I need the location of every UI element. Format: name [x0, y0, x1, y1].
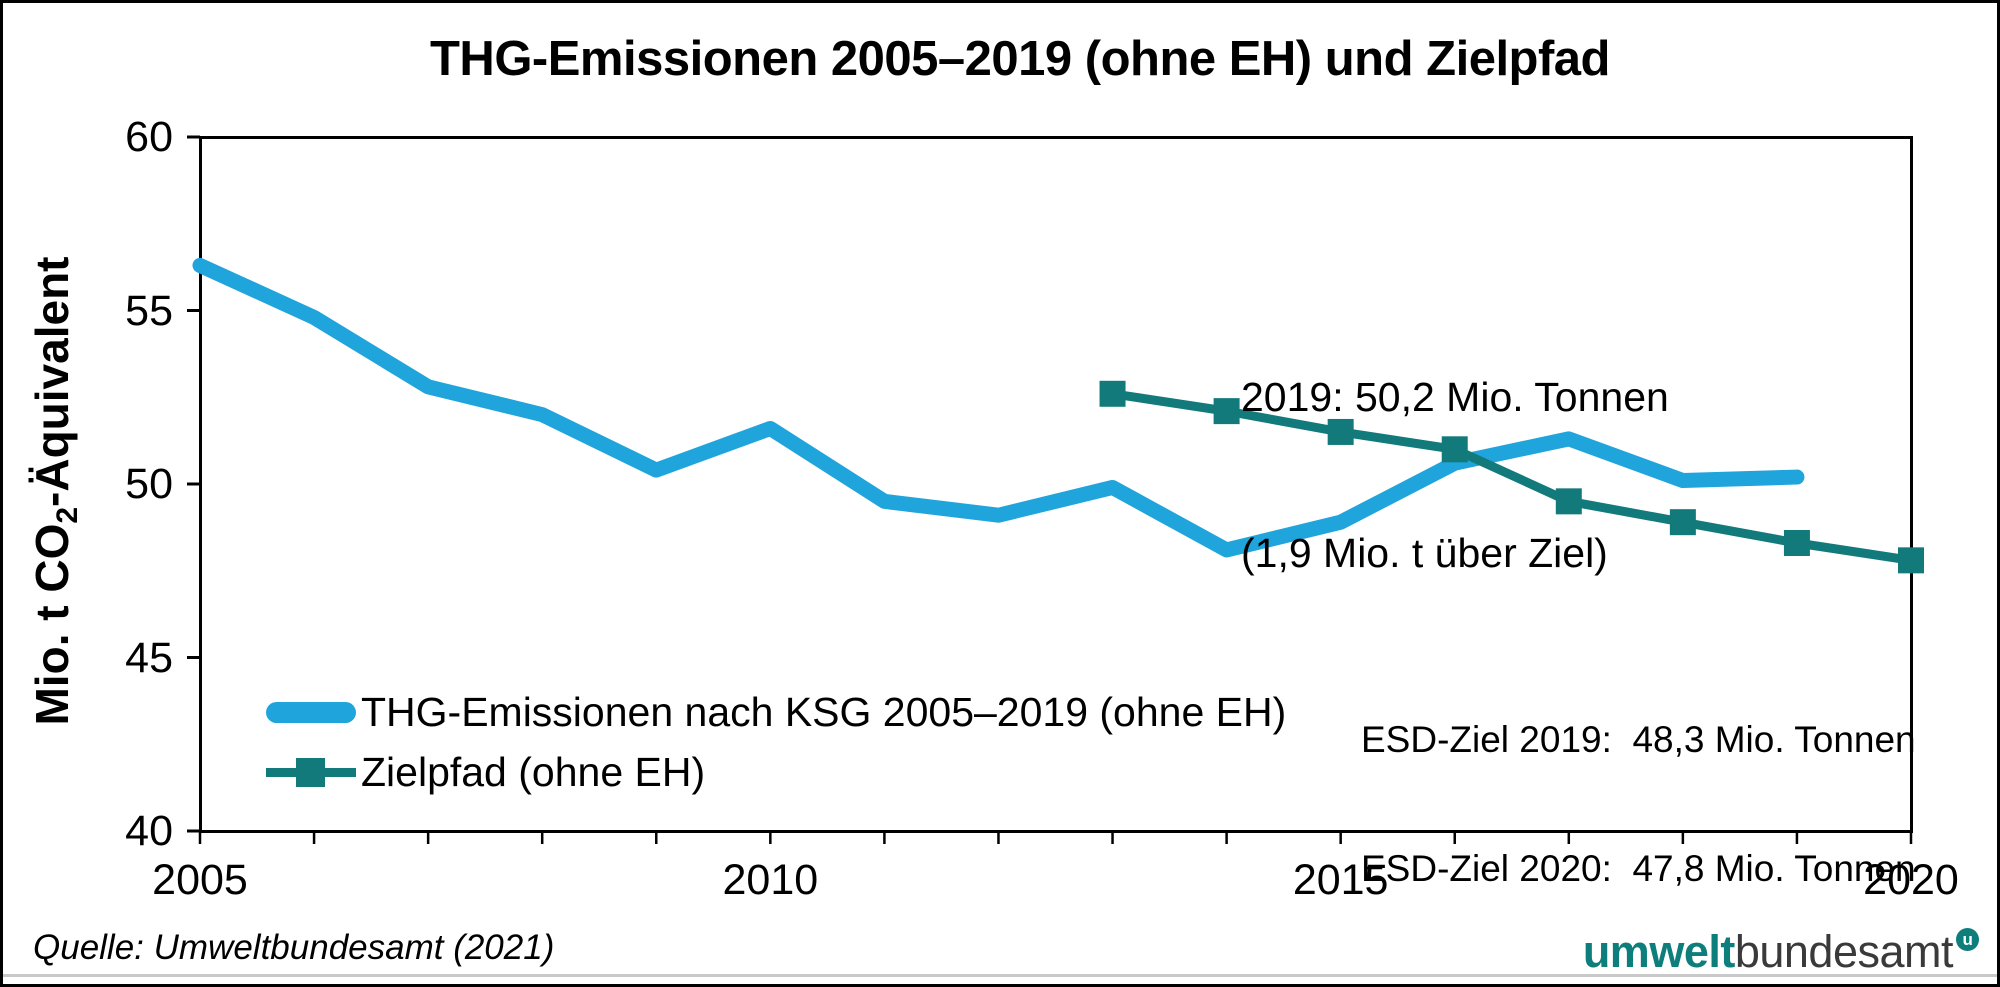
y-tick-label: 45 — [125, 633, 173, 682]
logo-u-badge-icon: u — [1956, 928, 1979, 951]
legend-label-emissions: THG-Emissionen nach KSG 2005–2019 (ohne … — [361, 688, 1287, 735]
annotation-esd-line2: ESD-Ziel 2020: 47,8 Mio. Tonnen — [1361, 848, 1916, 889]
footer-divider — [3, 974, 1997, 977]
y-tick-label: 60 — [125, 113, 173, 161]
y-tick-label: 55 — [125, 286, 173, 335]
logo-umwelt-text: umwelt — [1582, 926, 1736, 977]
annotation-2019-line2: (1,9 Mio. t über Ziel) — [1241, 530, 1608, 576]
y-axis-title: Mio. t CO2-Äquivalent — [25, 256, 85, 725]
zielpfad-marker-swatch-icon — [296, 758, 325, 787]
x-tick-label: 2010 — [722, 856, 819, 904]
legend-swatch-zielpfad — [266, 755, 356, 789]
umweltbundesamt-logo: umwelt bundesamt u — [1583, 926, 1979, 978]
y-axis-title-suffix: -Äquivalent — [26, 256, 78, 507]
y-axis-title-prefix: Mio. t CO — [26, 523, 78, 726]
legend-swatch-emissions — [266, 695, 356, 729]
emissions-line-swatch-icon — [266, 702, 356, 723]
legend: THG-Emissionen nach KSG 2005–2019 (ohne … — [266, 689, 1286, 795]
chart-title: THG-Emissionen 2005–2019 (ohne EH) und Z… — [430, 32, 1611, 86]
annotation-2019-line1: 2019: 50,2 Mio. Tonnen — [1241, 374, 1669, 420]
x-tick-label: 2005 — [152, 856, 248, 904]
annotation-esd-line1: ESD-Ziel 2019: 48,3 Mio. Tonnen — [1361, 719, 1916, 760]
legend-item-zielpfad: Zielpfad (ohne EH) — [266, 749, 1286, 795]
legend-item-emissions: THG-Emissionen nach KSG 2005–2019 (ohne … — [266, 689, 1286, 735]
logo-bundesamt-text: bundesamt — [1734, 926, 1954, 977]
y-axis-title-subscript: 2 — [51, 506, 84, 524]
y-tick-label: 40 — [125, 807, 173, 855]
x-tick-label: 2020 — [1863, 856, 1959, 904]
annotation-2019-value: 2019: 50,2 Mio. Tonnen (1,9 Mio. t über … — [1241, 267, 1669, 683]
y-tick-label: 50 — [125, 460, 173, 508]
legend-label-zielpfad: Zielpfad (ohne EH) — [361, 748, 706, 795]
source-caption: Quelle: Umweltbundesamt (2021) — [33, 928, 555, 967]
annotation-esd-targets: ESD-Ziel 2019: 48,3 Mio. Tonnen ESD-Ziel… — [1361, 632, 1916, 976]
x-tick-label: 2015 — [1292, 856, 1389, 904]
